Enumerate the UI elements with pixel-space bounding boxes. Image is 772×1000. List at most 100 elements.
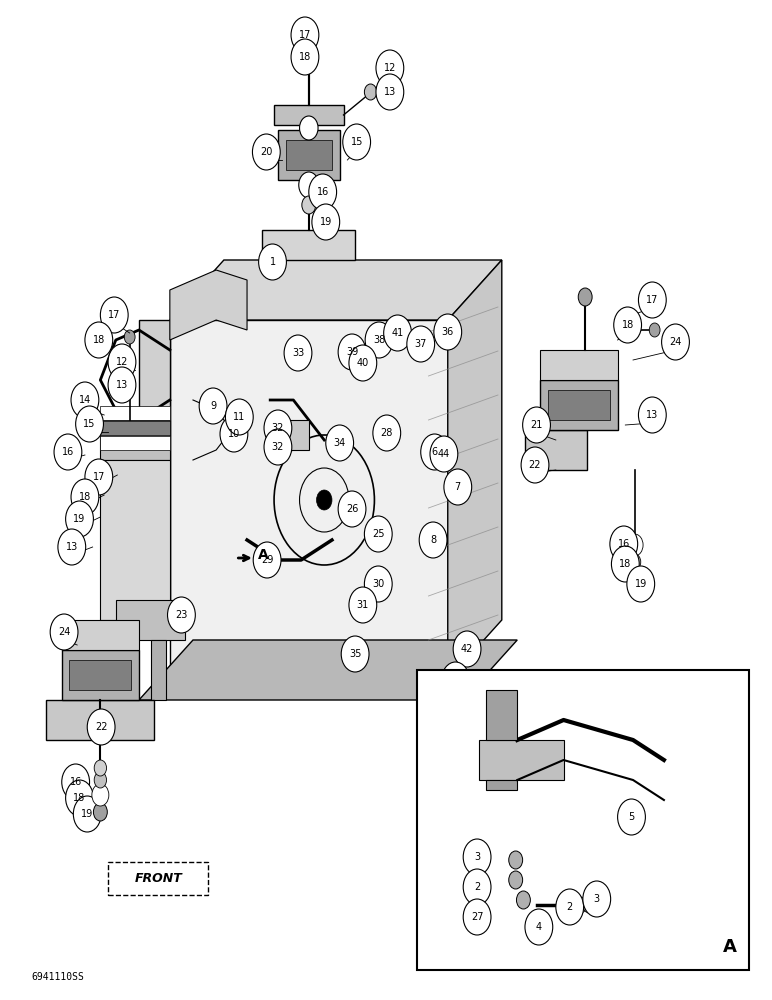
Circle shape	[284, 335, 312, 371]
Text: 32: 32	[272, 442, 284, 452]
Circle shape	[376, 50, 404, 86]
Circle shape	[556, 889, 584, 925]
Circle shape	[591, 897, 604, 913]
Text: 16: 16	[317, 187, 329, 197]
Circle shape	[92, 784, 109, 806]
Circle shape	[301, 27, 317, 47]
Polygon shape	[262, 230, 355, 260]
Text: 4: 4	[536, 922, 542, 932]
Text: 7: 7	[455, 482, 461, 492]
Circle shape	[302, 196, 316, 214]
Circle shape	[168, 597, 195, 633]
Circle shape	[453, 631, 481, 667]
Polygon shape	[62, 650, 139, 700]
Circle shape	[58, 529, 86, 565]
Text: 8: 8	[430, 535, 436, 545]
Text: 3: 3	[474, 852, 480, 862]
Text: 17: 17	[646, 295, 659, 305]
Polygon shape	[540, 380, 618, 430]
Text: 36: 36	[442, 327, 454, 337]
Circle shape	[312, 204, 340, 240]
Circle shape	[71, 479, 99, 515]
Text: 15: 15	[83, 419, 96, 429]
Circle shape	[364, 566, 392, 602]
Polygon shape	[170, 320, 448, 680]
Text: 12: 12	[384, 63, 396, 73]
Circle shape	[259, 244, 286, 280]
Circle shape	[349, 587, 377, 623]
Text: 14: 14	[79, 395, 91, 405]
Circle shape	[611, 546, 639, 582]
Text: 10: 10	[228, 429, 240, 439]
Circle shape	[62, 764, 90, 800]
Circle shape	[434, 314, 462, 350]
Circle shape	[583, 881, 611, 917]
Polygon shape	[274, 105, 344, 125]
Circle shape	[523, 407, 550, 443]
Text: 18: 18	[93, 335, 105, 345]
Circle shape	[376, 74, 404, 110]
Circle shape	[66, 501, 93, 537]
Circle shape	[407, 326, 435, 362]
Text: 2: 2	[474, 882, 480, 892]
Text: 26: 26	[346, 504, 358, 514]
Circle shape	[54, 434, 82, 470]
Text: 30: 30	[372, 579, 384, 589]
Circle shape	[662, 324, 689, 360]
Circle shape	[638, 397, 666, 433]
Polygon shape	[139, 640, 517, 700]
Polygon shape	[540, 350, 618, 380]
Circle shape	[252, 134, 280, 170]
Circle shape	[373, 415, 401, 451]
Circle shape	[317, 490, 332, 510]
Text: 17: 17	[108, 310, 120, 320]
Text: 15: 15	[350, 137, 363, 147]
Text: FRONT: FRONT	[134, 872, 182, 886]
Text: 18: 18	[621, 320, 634, 330]
Circle shape	[94, 772, 107, 788]
Text: 32: 32	[272, 423, 284, 433]
Polygon shape	[486, 690, 517, 740]
Text: 19: 19	[73, 514, 86, 524]
Text: 31: 31	[357, 600, 369, 610]
Circle shape	[199, 388, 227, 424]
Text: 19: 19	[320, 217, 332, 227]
Circle shape	[365, 322, 393, 358]
Text: 44: 44	[438, 449, 450, 459]
Text: 12: 12	[116, 357, 128, 367]
Circle shape	[442, 662, 469, 698]
Text: 37: 37	[415, 339, 427, 349]
Circle shape	[264, 429, 292, 465]
Text: 5: 5	[628, 812, 635, 822]
Text: 21: 21	[530, 420, 543, 430]
Circle shape	[638, 282, 666, 318]
Text: 13: 13	[384, 87, 396, 97]
Circle shape	[253, 542, 281, 578]
Text: 27: 27	[471, 912, 483, 922]
Text: 33: 33	[292, 348, 304, 358]
Polygon shape	[170, 260, 502, 320]
Text: 39: 39	[346, 347, 358, 357]
Text: 34: 34	[334, 438, 346, 448]
Circle shape	[364, 516, 392, 552]
Text: 40: 40	[357, 358, 369, 368]
Circle shape	[71, 382, 99, 418]
Circle shape	[627, 566, 655, 602]
Circle shape	[50, 614, 78, 650]
Text: 16: 16	[618, 539, 630, 549]
Circle shape	[87, 709, 115, 745]
Text: 19: 19	[81, 809, 93, 819]
Text: 43: 43	[449, 675, 462, 685]
Circle shape	[419, 522, 447, 558]
Polygon shape	[62, 620, 139, 650]
Text: A: A	[723, 938, 736, 956]
Circle shape	[76, 406, 103, 442]
Text: 18: 18	[73, 793, 86, 803]
Circle shape	[649, 323, 660, 337]
Circle shape	[516, 891, 530, 909]
Polygon shape	[548, 390, 610, 420]
Text: 11: 11	[233, 412, 245, 422]
Text: 2: 2	[567, 902, 573, 912]
Circle shape	[384, 69, 396, 85]
Circle shape	[509, 871, 523, 889]
